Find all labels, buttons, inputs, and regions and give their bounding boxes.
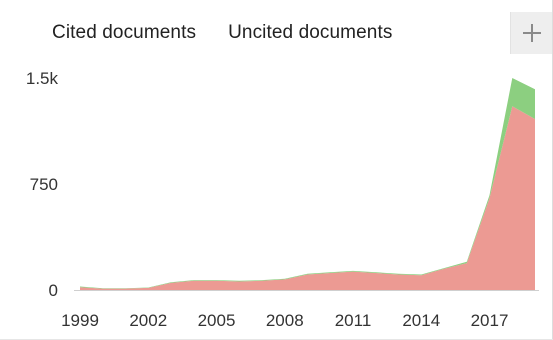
y-tick-label: 0 xyxy=(49,281,58,300)
x-tick-label: 2017 xyxy=(471,311,509,330)
series-area-uncited[interactable] xyxy=(80,78,535,289)
x-tick-label: 2011 xyxy=(335,311,372,330)
y-tick-label: 750 xyxy=(30,175,58,194)
legend-item-cited[interactable]: Cited documents xyxy=(52,22,197,43)
legend-item-uncited[interactable]: Uncited documents xyxy=(228,22,393,43)
add-button[interactable] xyxy=(510,12,553,54)
y-tick-label: 1.5k xyxy=(26,69,59,88)
x-tick-label: 2005 xyxy=(198,311,236,330)
x-axis-ticks: 1999 2002 2005 2008 2011 2014 2017 xyxy=(61,311,508,330)
x-tick-label: 2014 xyxy=(402,311,440,330)
x-tick-label: 2008 xyxy=(266,311,304,330)
x-tick-label: 1999 xyxy=(61,311,99,330)
chart-areas xyxy=(80,78,535,290)
x-tick-label: 2002 xyxy=(129,311,167,330)
series-area-cited[interactable] xyxy=(80,106,535,290)
chart-legend: Cited documents Uncited documents xyxy=(52,22,392,44)
y-axis-ticks: 0 750 1.5k xyxy=(26,69,59,300)
plus-icon xyxy=(523,24,541,42)
